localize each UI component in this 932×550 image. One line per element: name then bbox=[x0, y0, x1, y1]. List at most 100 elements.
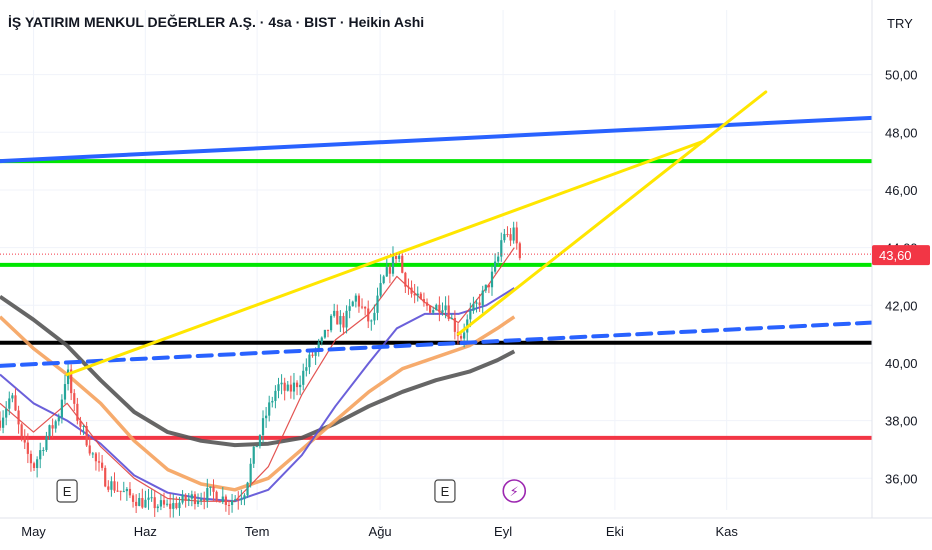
earnings-marker[interactable] bbox=[434, 479, 456, 503]
candle-body bbox=[193, 494, 197, 505]
candle-body bbox=[196, 500, 200, 505]
candle-body bbox=[122, 491, 125, 493]
candle-body bbox=[131, 495, 135, 502]
candle-body bbox=[484, 284, 487, 291]
candle-body bbox=[110, 481, 113, 490]
moving-average-line bbox=[0, 294, 516, 448]
candle-body bbox=[218, 501, 221, 503]
candle-body bbox=[407, 286, 410, 288]
candle-body bbox=[429, 305, 432, 313]
candle-body bbox=[413, 293, 416, 296]
candle-body bbox=[370, 320, 373, 322]
candle-body bbox=[314, 349, 317, 356]
last-price-marker: 43,60 bbox=[0, 245, 930, 266]
candle-body bbox=[82, 426, 85, 428]
candle-body bbox=[249, 463, 252, 483]
candle-body bbox=[493, 261, 497, 272]
dividend-marker[interactable] bbox=[502, 479, 527, 503]
candle-body bbox=[20, 424, 23, 437]
candle-body bbox=[76, 403, 79, 421]
candle-body bbox=[104, 467, 107, 487]
candle-body bbox=[119, 490, 122, 492]
candle-body bbox=[261, 418, 265, 436]
candle-body bbox=[181, 494, 184, 503]
candle-body bbox=[388, 267, 391, 274]
candle-body bbox=[113, 481, 116, 491]
price-tick-label: 36,00 bbox=[885, 471, 918, 486]
last-price-badge bbox=[872, 245, 930, 266]
candle-body bbox=[175, 503, 178, 509]
candle-body bbox=[172, 503, 175, 509]
trend-line[interactable] bbox=[0, 115, 874, 164]
candle-body bbox=[101, 462, 104, 468]
chart-title: İŞ YATIRIM MENKUL DEĞERLER A.Ş. · 4sa · … bbox=[8, 14, 425, 30]
time-axis[interactable]: May Haz Tem Ağu Eyl Eki Kas bbox=[0, 517, 932, 550]
price-tick-label: 42,00 bbox=[885, 298, 918, 313]
candle-body bbox=[230, 500, 234, 505]
candle-body bbox=[221, 496, 224, 503]
candle-body bbox=[500, 240, 503, 257]
time-tick-label: Tem bbox=[245, 524, 270, 539]
last-price-label: 43,60 bbox=[879, 248, 912, 263]
candle-body bbox=[336, 310, 339, 325]
candle-body bbox=[97, 461, 101, 463]
candle-body bbox=[70, 369, 73, 394]
candle-body bbox=[107, 486, 110, 490]
candle-body bbox=[274, 390, 277, 401]
candle-body bbox=[0, 420, 2, 428]
trend-line[interactable] bbox=[456, 90, 768, 336]
candle-body bbox=[487, 284, 491, 288]
candle-body bbox=[11, 395, 14, 399]
time-axis-background bbox=[0, 518, 932, 550]
event-markers[interactable]: E E ⚡ bbox=[56, 479, 527, 503]
trend-line[interactable] bbox=[65, 139, 706, 376]
candle-body bbox=[200, 499, 203, 501]
time-tick-label: May bbox=[21, 524, 46, 539]
candle-body bbox=[277, 384, 280, 391]
candle-body bbox=[203, 499, 206, 501]
candle-body bbox=[150, 497, 153, 499]
candle-body bbox=[515, 227, 518, 244]
candle-body bbox=[85, 426, 88, 446]
candle-body bbox=[224, 496, 227, 505]
candle-body bbox=[459, 336, 463, 339]
candle-body bbox=[317, 342, 320, 350]
candle-body bbox=[453, 317, 456, 332]
price-axis-background bbox=[872, 0, 932, 550]
moving-average-line bbox=[0, 315, 516, 492]
candle-body bbox=[39, 450, 42, 460]
candle-body bbox=[258, 435, 262, 447]
candle-body bbox=[26, 442, 29, 454]
candle-body bbox=[265, 415, 268, 419]
candle-body bbox=[503, 233, 506, 241]
candle-body bbox=[373, 312, 376, 321]
currency-label[interactable]: TRY bbox=[887, 16, 913, 31]
candle-body bbox=[159, 500, 163, 507]
candle-body bbox=[5, 408, 8, 418]
time-tick-label: Eki bbox=[606, 524, 624, 539]
earnings-marker[interactable] bbox=[56, 479, 78, 503]
candle-body bbox=[416, 293, 419, 296]
trend-line[interactable] bbox=[0, 320, 874, 368]
candle-body bbox=[8, 398, 11, 409]
candle-body bbox=[289, 384, 292, 392]
candle-body bbox=[147, 497, 150, 500]
candle-body bbox=[364, 306, 367, 309]
candle-body bbox=[367, 308, 370, 322]
candle-body bbox=[308, 354, 311, 368]
candle-body bbox=[178, 502, 181, 509]
candle-body bbox=[36, 459, 39, 468]
candle-body bbox=[79, 420, 82, 427]
candle-body bbox=[234, 499, 237, 501]
trend-lines bbox=[0, 90, 874, 376]
candle-body bbox=[398, 255, 401, 259]
price-tick-label: 38,00 bbox=[885, 414, 918, 429]
candle-body bbox=[17, 410, 20, 425]
candle-body bbox=[450, 317, 453, 320]
candle-body bbox=[283, 382, 286, 391]
candle-body bbox=[63, 384, 67, 400]
candle-body bbox=[475, 302, 478, 304]
candle-body bbox=[227, 504, 231, 506]
